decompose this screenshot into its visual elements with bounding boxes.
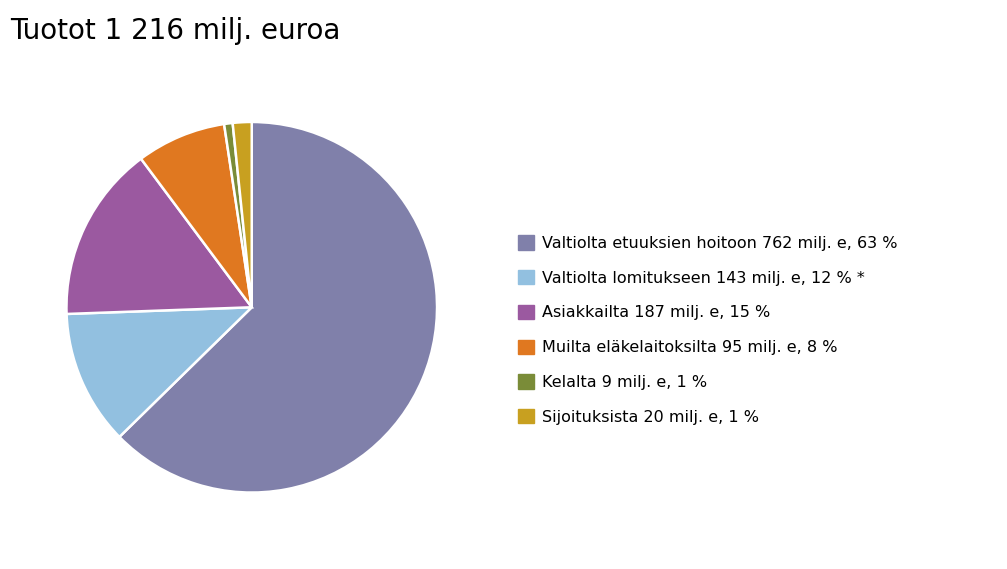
Wedge shape bbox=[225, 123, 252, 307]
Wedge shape bbox=[233, 122, 252, 307]
Wedge shape bbox=[66, 159, 252, 314]
Wedge shape bbox=[66, 307, 252, 437]
Text: Tuotot 1 216 milj. euroa: Tuotot 1 216 milj. euroa bbox=[10, 17, 340, 45]
Legend: Valtiolta etuuksien hoitoon 762 milj. e, 63 %, Valtiolta lomitukseen 143 milj. e: Valtiolta etuuksien hoitoon 762 milj. e,… bbox=[512, 229, 903, 431]
Wedge shape bbox=[120, 122, 437, 493]
Wedge shape bbox=[141, 124, 252, 307]
